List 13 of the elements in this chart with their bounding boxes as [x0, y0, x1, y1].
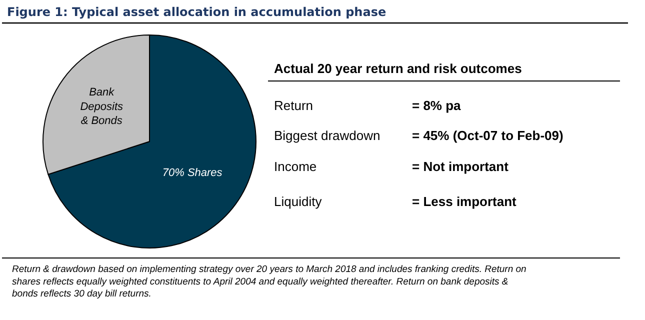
- text: = 45% (Oct-07 to Feb-09): [412, 128, 564, 143]
- text: Actual 20 year return and risk outcomes: [274, 61, 522, 76]
- text: Income: [274, 159, 317, 174]
- text: Biggest drawdown: [274, 128, 380, 143]
- text: Return & drawdown based on implementing strategy over 20 years to March 2018 and includes franking credits. Return on shares reflects equally weighted constituents to April 2004 and equally weighted thereafter. Return on bank deposits & bonds reflects 30 day bill returns.: [12, 264, 526, 300]
- text: Liquidity: [274, 194, 322, 209]
- text: Return: [274, 98, 314, 113]
- slice-label: 70% Shares: [162, 166, 223, 179]
- slice-label: Bank Deposits & Bonds: [80, 86, 124, 128]
- text: = 8% pa: [412, 98, 462, 113]
- chart-title: Figure 1: Typical asset allocation in accumulation phase: [7, 5, 386, 19]
- text: = Not important: [412, 159, 510, 174]
- text: = Less important: [412, 194, 518, 209]
